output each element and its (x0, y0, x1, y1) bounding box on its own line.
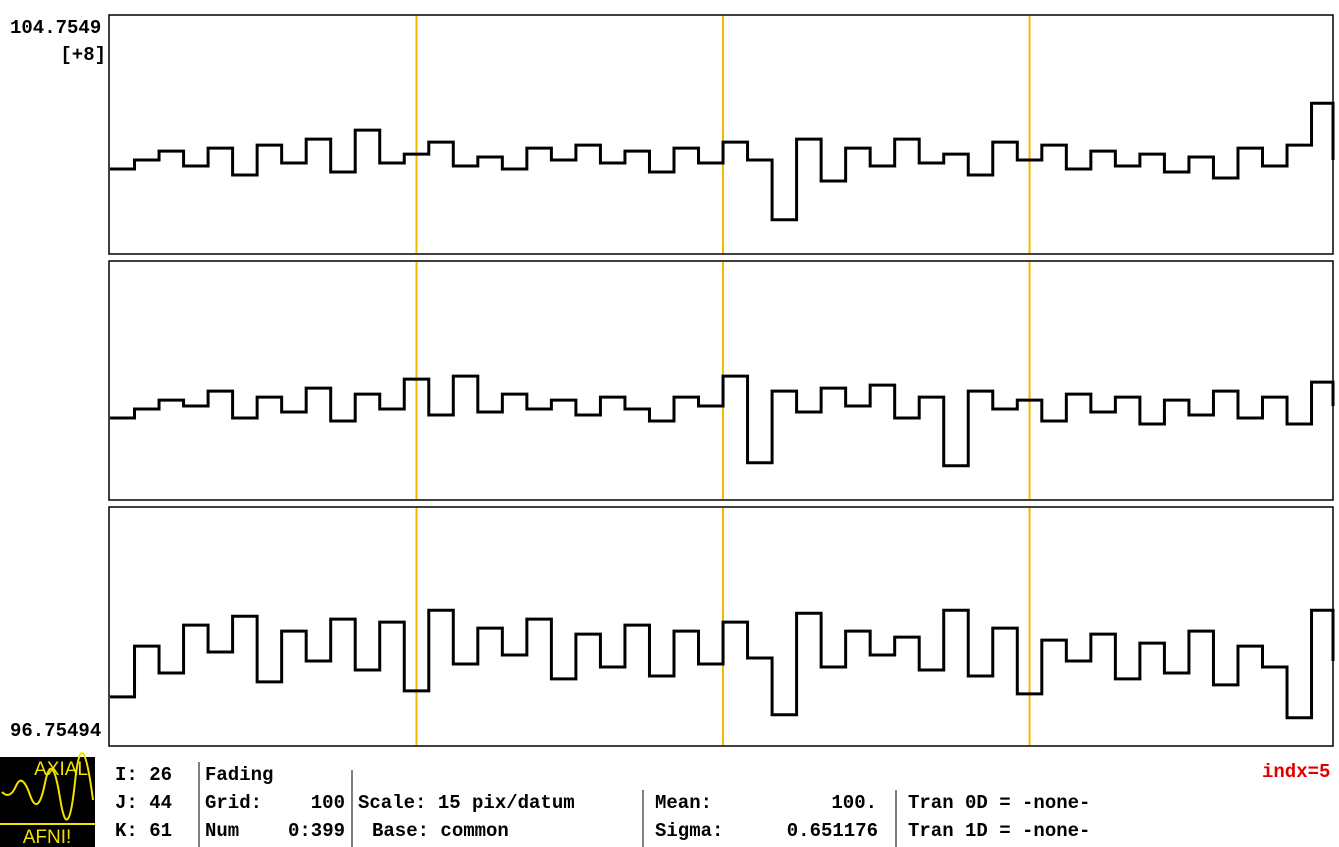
trace (110, 101, 1335, 222)
logo[interactable]: AXIAL AFNI! (0, 751, 95, 847)
sigma-value: 0.651176 (787, 820, 878, 842)
tran-1d: Tran 1D = -none- (908, 820, 1090, 842)
num-label: Num (205, 820, 239, 842)
scale: Scale: 15 pix/datum (358, 792, 575, 814)
sigma-label: Sigma: (655, 820, 723, 842)
bottom-label: 96.75494 (10, 720, 101, 742)
index: indx=5 (1262, 761, 1330, 783)
coord-i: I: 26 (115, 764, 172, 786)
logo-name: AFNI! (23, 827, 72, 847)
trace (110, 608, 1335, 720)
base: Base: common (372, 820, 509, 842)
coord-k: K: 61 (115, 820, 172, 842)
top-label: 104.7549 (10, 17, 101, 39)
num-value: 0:399 (288, 820, 345, 842)
panel (108, 14, 1334, 255)
logo-view: AXIAL (34, 759, 88, 780)
mean-label: Mean: (655, 792, 712, 814)
tran-0d: Tran 0D = -none- (908, 792, 1090, 814)
panel (108, 260, 1334, 501)
scale-label: [+8] (60, 44, 106, 66)
logo-wave (1, 751, 94, 821)
fading[interactable]: Fading (205, 764, 273, 786)
grid-value: 100 (311, 792, 345, 814)
coord-j: J: 44 (115, 792, 172, 814)
panel (108, 506, 1334, 747)
trace (110, 374, 1335, 468)
mean-value: 100. (831, 792, 877, 814)
grid-label: Grid: (205, 792, 262, 814)
